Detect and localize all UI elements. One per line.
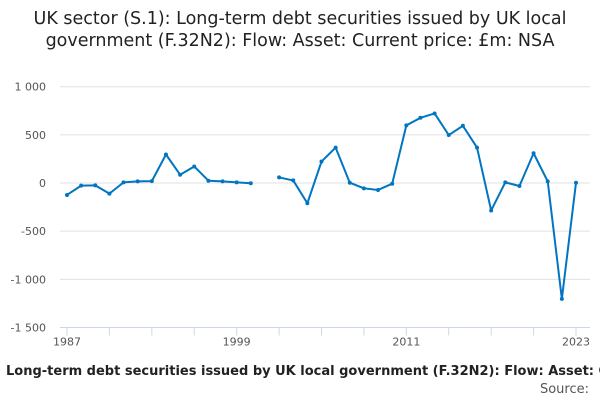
data-point xyxy=(390,181,395,186)
data-point xyxy=(135,179,140,184)
series-line xyxy=(278,112,577,300)
data-point xyxy=(248,181,253,186)
data-point xyxy=(206,178,211,183)
data-point xyxy=(517,184,522,189)
data-point xyxy=(305,201,310,206)
y-tick-label: -1 500 xyxy=(11,322,46,335)
data-point xyxy=(347,180,352,185)
y-tick-label: 500 xyxy=(25,129,46,142)
data-point xyxy=(574,180,578,185)
data-point xyxy=(291,178,296,183)
data-point xyxy=(531,151,536,156)
data-point xyxy=(319,159,324,164)
data-point xyxy=(418,115,423,120)
data-point xyxy=(432,111,437,116)
series-line xyxy=(66,153,251,196)
data-point xyxy=(121,180,126,185)
y-tick-label: -500 xyxy=(21,225,46,238)
series-label: Long-term debt securities issued by UK l… xyxy=(6,364,600,379)
data-point xyxy=(460,123,465,128)
x-tick-label: 2011 xyxy=(392,336,420,349)
data-point xyxy=(107,191,112,196)
data-point xyxy=(65,192,69,197)
data-point xyxy=(277,175,282,180)
y-tick-label: 1 000 xyxy=(15,81,47,94)
data-point xyxy=(545,179,550,184)
data-point xyxy=(361,186,366,191)
data-point xyxy=(220,179,225,184)
data-point xyxy=(333,145,338,150)
y-tick-label: -1 000 xyxy=(11,273,46,286)
data-point xyxy=(79,183,84,188)
data-point xyxy=(149,179,154,184)
x-tick-label: 1999 xyxy=(223,336,251,349)
data-point xyxy=(446,133,451,138)
x-tick-label: 2023 xyxy=(562,336,590,349)
data-point xyxy=(404,123,409,128)
data-point xyxy=(376,187,381,192)
x-tick-label: 1987 xyxy=(53,336,81,349)
data-point xyxy=(93,183,98,188)
data-point xyxy=(163,152,168,157)
data-point xyxy=(503,180,508,185)
source-label: Source: xyxy=(539,382,589,397)
chart-title: UK sector (S.1): Long-term debt securiti… xyxy=(33,9,567,51)
data-point xyxy=(192,164,197,169)
data-point xyxy=(475,145,480,150)
data-point xyxy=(559,296,564,301)
y-tick-label: 0 xyxy=(39,177,46,190)
data-point xyxy=(234,180,239,185)
data-point xyxy=(178,172,183,177)
data-point xyxy=(489,208,494,213)
